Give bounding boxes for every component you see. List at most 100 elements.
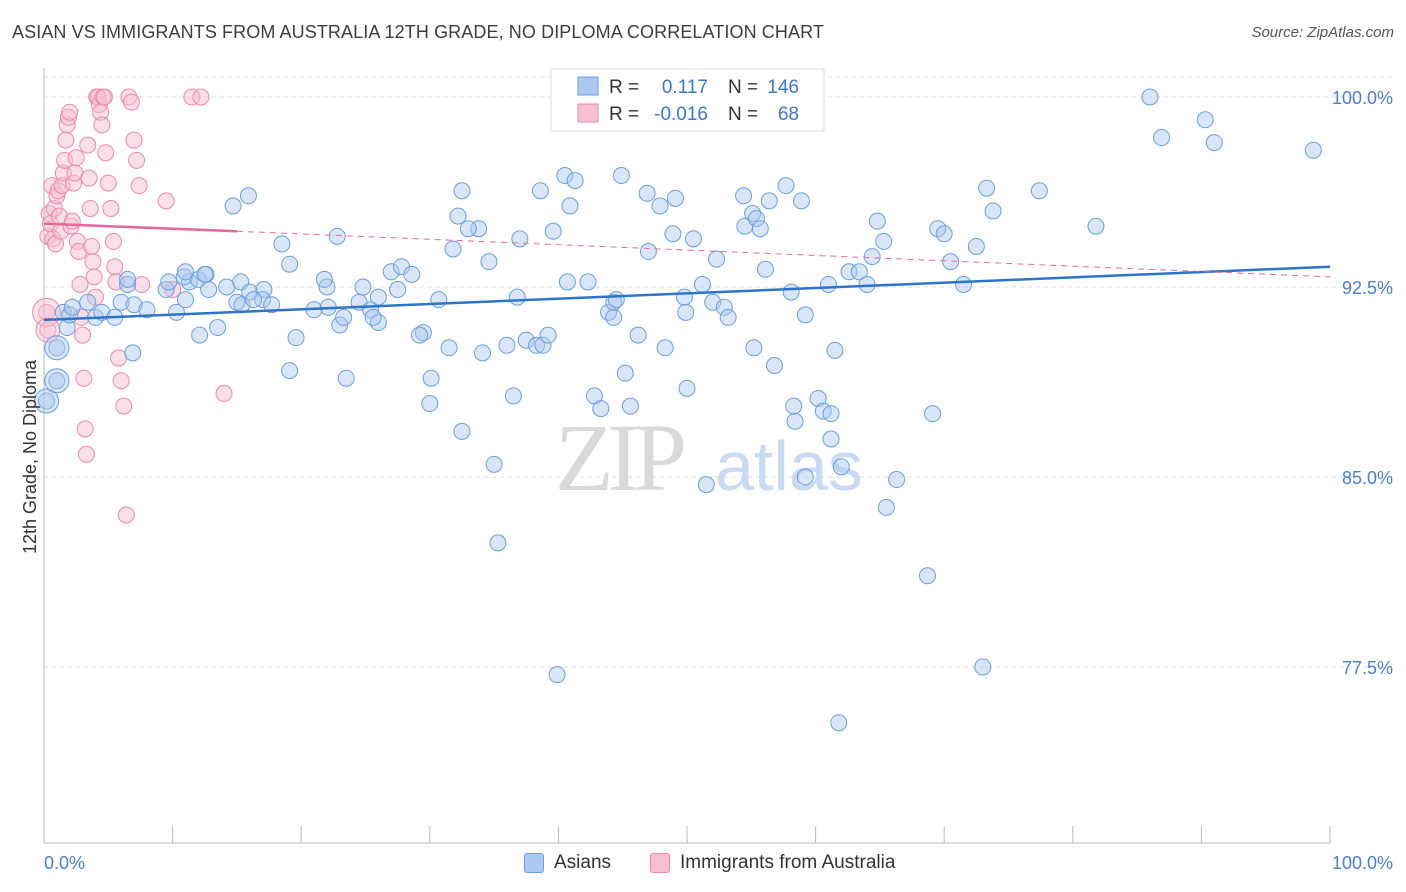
australia-point: [75, 369, 93, 387]
australia-point: [74, 326, 92, 344]
asian-point: [967, 237, 985, 255]
asian-point: [954, 275, 972, 293]
australia-point: [61, 103, 79, 121]
asian-point: [508, 288, 526, 306]
asian-point: [273, 235, 291, 253]
asian-point: [760, 192, 778, 210]
asian-point: [38, 392, 56, 410]
asian-point: [747, 210, 765, 228]
asian-point: [719, 308, 737, 326]
asian-point: [453, 182, 471, 200]
y-tick-label: 77.5%: [1342, 658, 1393, 678]
legend-n-label-1: N =: [728, 77, 758, 98]
asian-point: [745, 339, 763, 357]
australia-point: [81, 199, 99, 217]
asian-point: [421, 395, 439, 413]
australia-point: [192, 88, 210, 106]
asian-point: [782, 283, 800, 301]
asian-point: [651, 197, 669, 215]
legend-item-asians[interactable]: Asians: [524, 852, 611, 874]
asian-point: [978, 179, 996, 197]
asian-point: [639, 243, 657, 261]
asian-point: [693, 275, 711, 293]
asian-point: [315, 270, 333, 288]
australia-point: [83, 237, 101, 255]
asian-point: [531, 182, 549, 200]
asian-point: [592, 400, 610, 418]
australia-point: [79, 136, 97, 154]
bottom-legend: Asians Immigrants from Australia: [0, 848, 1406, 878]
asian-point: [1196, 111, 1214, 129]
asian-point: [196, 265, 214, 283]
asian-point: [263, 296, 281, 314]
australia-point: [130, 177, 148, 195]
asian-point: [544, 222, 562, 240]
legend-n-label-2: N =: [728, 104, 758, 125]
asian-point: [607, 291, 625, 309]
asian-point: [369, 313, 387, 331]
asian-point: [605, 293, 623, 311]
asian-point: [605, 308, 623, 326]
australia-point: [95, 88, 113, 106]
asian-point: [579, 273, 597, 291]
australia-point: [117, 506, 135, 524]
australia-point: [76, 420, 94, 438]
legend-r-value-2: -0.016: [654, 104, 708, 125]
asian-point: [756, 260, 774, 278]
watermark-zip: ZIP: [555, 404, 684, 511]
asian-point: [485, 455, 503, 473]
asian-point: [209, 319, 227, 337]
asian-point: [160, 273, 178, 291]
australia-point: [97, 144, 115, 162]
asian-point: [974, 658, 992, 676]
australia-point: [133, 275, 151, 293]
asian-point: [777, 177, 795, 195]
asian-point: [629, 326, 647, 344]
asian-point: [600, 303, 618, 321]
asian-point: [868, 212, 886, 230]
asian-point: [863, 248, 881, 266]
australia-point: [93, 116, 111, 134]
asian-point: [489, 534, 507, 552]
australia-point: [66, 164, 84, 182]
asian-point: [119, 275, 137, 293]
asian-point: [124, 344, 142, 362]
asian-point: [888, 471, 906, 489]
asian-point: [528, 336, 546, 354]
legend-item-australia[interactable]: Immigrants from Australia: [650, 852, 895, 874]
asian-point: [331, 316, 349, 334]
asian-point: [924, 405, 942, 423]
legend-pink-swatch: [577, 103, 599, 123]
asian-point: [735, 187, 753, 205]
asian-point: [664, 225, 682, 243]
legend-label-asians: Asians: [554, 852, 612, 873]
y-tick-label: 92.5%: [1342, 278, 1393, 298]
asian-point: [561, 197, 579, 215]
australia-point: [128, 151, 146, 169]
asian-point: [337, 369, 355, 387]
asian-point: [382, 263, 400, 281]
tick-labels: 77.5% 85.0% 92.5% 100.0% 0.0% 100.0%: [44, 88, 1393, 873]
legend-r-label-1: R =: [609, 77, 639, 98]
asian-point: [281, 362, 299, 380]
australia-point: [115, 397, 133, 415]
asian-point: [470, 220, 488, 238]
asian-point: [684, 230, 702, 248]
legend-blue-swatch: [577, 76, 599, 96]
australia-swatch: [650, 853, 670, 873]
watermark: ZIP atlas: [555, 404, 863, 511]
asian-point: [1205, 134, 1223, 152]
asian-point: [449, 207, 467, 225]
asian-point: [1087, 217, 1105, 235]
asian-point: [48, 372, 66, 390]
australia-trend-line: [43, 222, 237, 233]
asian-point-large: [44, 368, 70, 394]
asian-point: [79, 293, 97, 311]
australia-point: [125, 131, 143, 149]
asian-point: [125, 296, 143, 314]
asian-point: [218, 278, 236, 296]
asian-point: [119, 270, 137, 288]
australia-point: [63, 212, 81, 230]
asian-points: [34, 88, 1322, 732]
